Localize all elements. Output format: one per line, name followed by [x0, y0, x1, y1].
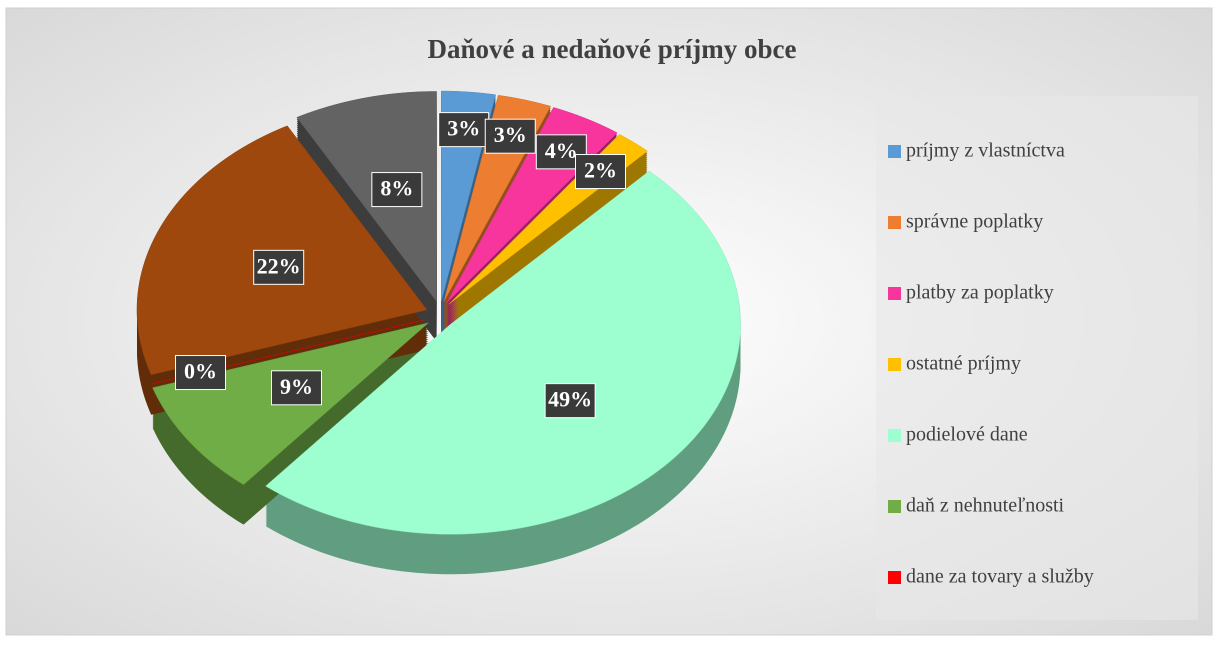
legend-swatch — [888, 287, 901, 300]
legend-label: správne poplatky — [906, 211, 1043, 233]
legend-label: ostatné príjmy — [906, 353, 1021, 375]
legend-label: dane za tovary a služby — [906, 566, 1094, 588]
legend-swatch — [888, 145, 901, 158]
data-label-box — [271, 370, 323, 406]
data-label-box — [544, 383, 596, 419]
data-label: 49% — [548, 387, 592, 412]
legend-label: daň z nehnuteľnosti — [906, 495, 1065, 517]
data-label: 3% — [447, 116, 480, 141]
data-label-box — [575, 154, 627, 190]
data-label: 0% — [184, 359, 217, 384]
legend-label: príjmy z vlastníctva — [906, 140, 1065, 162]
pie — [136, 90, 741, 575]
slice — [265, 170, 741, 535]
legend-label: platby za poplatky — [906, 282, 1054, 304]
legend-swatch — [888, 358, 901, 371]
legend-swatch — [888, 429, 901, 442]
data-label: 22% — [257, 253, 301, 278]
legend-box — [876, 96, 1198, 620]
data-label: 8% — [380, 176, 413, 201]
data-label: 9% — [280, 374, 313, 399]
data-label: 4% — [545, 138, 578, 163]
data-label-box — [438, 112, 490, 148]
legend-swatch — [888, 571, 901, 584]
legend-swatch — [888, 500, 901, 513]
data-label-box — [484, 118, 536, 154]
slice — [296, 91, 437, 303]
data-label-box — [175, 355, 227, 391]
chart-title: Daňové a nedaňové príjmy obce — [428, 34, 797, 64]
data-label-box — [253, 249, 305, 285]
data-label: 3% — [494, 122, 527, 147]
legend-label: podielové dane — [906, 424, 1028, 446]
legend-swatch — [888, 216, 901, 229]
data-label-box — [371, 172, 423, 208]
slice — [150, 319, 427, 385]
data-label: 2% — [584, 158, 617, 183]
